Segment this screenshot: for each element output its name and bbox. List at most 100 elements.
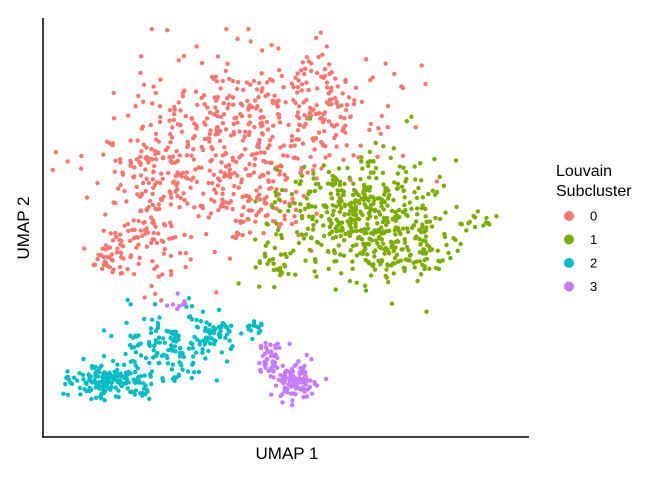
data-point — [149, 26, 154, 32]
data-point — [168, 220, 173, 225]
data-point — [247, 103, 252, 108]
data-point — [222, 145, 227, 150]
data-point — [364, 196, 370, 201]
data-point — [169, 367, 175, 372]
data-point — [372, 267, 378, 272]
data-point — [322, 110, 328, 115]
data-point — [301, 124, 307, 129]
data-point — [220, 321, 226, 326]
data-point — [159, 171, 164, 176]
data-point — [371, 195, 376, 200]
data-point — [287, 377, 293, 382]
data-point — [381, 144, 386, 149]
data-point — [228, 172, 234, 177]
data-point — [236, 281, 241, 286]
data-point — [269, 352, 275, 357]
data-point — [221, 112, 227, 117]
data-point — [177, 360, 182, 365]
data-point — [338, 233, 343, 239]
data-point — [232, 183, 237, 189]
data-point — [254, 151, 259, 156]
data-point — [268, 342, 273, 347]
data-point — [299, 213, 305, 219]
data-point — [326, 217, 332, 222]
data-point — [151, 355, 156, 360]
data-point — [196, 369, 202, 375]
data-point — [329, 102, 334, 107]
data-point — [119, 271, 125, 276]
data-point — [126, 380, 131, 385]
data-point — [365, 216, 370, 221]
data-point — [112, 376, 117, 381]
data-point — [156, 335, 162, 340]
data-point — [194, 44, 199, 49]
data-point — [146, 180, 152, 185]
data-point — [314, 219, 319, 224]
data-point — [83, 380, 89, 385]
data-point — [188, 185, 193, 190]
data-point — [342, 203, 348, 208]
data-point — [204, 320, 209, 325]
data-point — [321, 75, 326, 81]
data-point — [119, 238, 124, 244]
data-point — [134, 245, 139, 250]
data-point — [227, 167, 232, 172]
data-point — [347, 175, 352, 180]
data-point — [139, 149, 144, 154]
data-point — [348, 208, 353, 214]
data-point — [272, 363, 277, 368]
data-point — [223, 335, 228, 340]
data-point — [270, 134, 275, 140]
data-point — [454, 204, 459, 210]
data-point — [199, 95, 204, 101]
data-point — [170, 235, 175, 241]
data-point — [364, 242, 369, 247]
data-point — [128, 389, 133, 395]
data-point — [334, 101, 339, 106]
data-point — [395, 181, 401, 187]
data-point — [327, 153, 332, 158]
data-point — [161, 352, 166, 357]
data-point — [376, 209, 382, 214]
data-point — [314, 239, 320, 245]
data-point — [278, 145, 283, 150]
data-point — [379, 204, 384, 209]
data-point — [475, 209, 480, 214]
data-point — [150, 101, 155, 106]
data-point — [282, 385, 287, 390]
data-point — [213, 105, 218, 110]
data-point — [274, 232, 279, 237]
data-point — [132, 165, 137, 170]
data-point — [141, 180, 146, 186]
data-point — [351, 153, 356, 158]
data-point — [359, 155, 364, 160]
data-point — [137, 159, 142, 165]
data-point — [257, 185, 263, 190]
data-point — [227, 338, 232, 343]
data-point — [427, 266, 432, 271]
data-point — [278, 393, 283, 399]
data-point — [373, 215, 378, 220]
data-point — [297, 116, 302, 121]
data-point — [209, 197, 214, 202]
legend-label-1: 1 — [590, 232, 597, 247]
data-point — [374, 230, 379, 235]
data-point — [304, 352, 309, 358]
data-point — [289, 192, 295, 197]
data-point — [214, 378, 219, 383]
data-point — [160, 336, 166, 341]
data-point — [157, 340, 162, 345]
data-point — [292, 201, 297, 206]
data-point — [173, 349, 178, 354]
data-point — [111, 90, 116, 96]
data-point — [162, 247, 167, 252]
data-point — [127, 238, 133, 244]
data-point — [306, 214, 312, 219]
data-point — [189, 153, 194, 158]
data-point — [212, 249, 217, 255]
data-point — [120, 170, 125, 175]
data-point — [316, 54, 321, 60]
data-point — [145, 158, 151, 163]
data-point — [309, 357, 314, 362]
data-point — [152, 221, 157, 226]
